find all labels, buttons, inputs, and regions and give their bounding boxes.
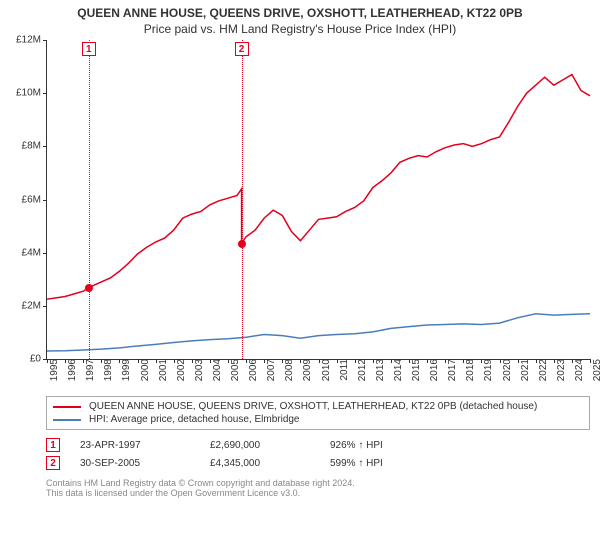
y-axis-tick <box>43 200 47 201</box>
event-guideline <box>242 40 243 359</box>
y-axis-tick <box>43 40 47 41</box>
event-marker-box: 2 <box>235 42 249 56</box>
y-axis-tick <box>43 253 47 254</box>
x-axis-label: 1997 <box>83 359 96 381</box>
y-axis-tick <box>43 146 47 147</box>
bottom-panel: QUEEN ANNE HOUSE, QUEENS DRIVE, OXSHOTT,… <box>46 396 590 498</box>
x-axis-label: 2012 <box>355 359 368 381</box>
x-axis-label: 2013 <box>373 359 386 381</box>
x-axis-label: 2025 <box>590 359 600 381</box>
x-axis-label: 2019 <box>481 359 494 381</box>
plot-area-wrap: £0£2M£4M£6M£8M£10M£12M199519961997199819… <box>46 40 590 390</box>
event-row-date: 23-APR-1997 <box>80 440 190 451</box>
x-axis-label: 2015 <box>409 359 422 381</box>
x-axis-label: 2006 <box>246 359 259 381</box>
chart-title-line1: QUEEN ANNE HOUSE, QUEENS DRIVE, OXSHOTT,… <box>0 0 600 20</box>
chart-container: QUEEN ANNE HOUSE, QUEENS DRIVE, OXSHOTT,… <box>0 0 600 560</box>
event-row-marker: 1 <box>46 438 60 452</box>
x-axis-label: 2018 <box>463 359 476 381</box>
legend-box: QUEEN ANNE HOUSE, QUEENS DRIVE, OXSHOTT,… <box>46 396 590 430</box>
x-axis-label: 2003 <box>192 359 205 381</box>
legend-swatch <box>53 419 81 421</box>
x-axis-label: 2016 <box>427 359 440 381</box>
x-axis-label: 2014 <box>391 359 404 381</box>
event-row-price: £2,690,000 <box>210 440 310 451</box>
x-axis-label: 2017 <box>445 359 458 381</box>
legend-label: QUEEN ANNE HOUSE, QUEENS DRIVE, OXSHOTT,… <box>89 401 537 412</box>
x-axis-label: 2002 <box>174 359 187 381</box>
event-guideline <box>89 40 90 359</box>
series-svg <box>47 40 590 359</box>
series-line-hpi <box>47 314 590 351</box>
legend-row: QUEEN ANNE HOUSE, QUEENS DRIVE, OXSHOTT,… <box>53 400 583 413</box>
footnote-line: Contains HM Land Registry data © Crown c… <box>46 478 590 488</box>
x-axis-label: 1995 <box>47 359 60 381</box>
x-axis-label: 2020 <box>500 359 513 381</box>
chart-title-line2: Price paid vs. HM Land Registry's House … <box>0 20 600 40</box>
legend-row: HPI: Average price, detached house, Elmb… <box>53 413 583 426</box>
x-axis-label: 2024 <box>572 359 585 381</box>
x-axis-label: 2007 <box>264 359 277 381</box>
x-axis-label: 2009 <box>300 359 313 381</box>
x-axis-label: 1998 <box>101 359 114 381</box>
x-axis-label: 1996 <box>65 359 78 381</box>
x-axis-label: 2008 <box>282 359 295 381</box>
event-row: 2 30-SEP-2005 £4,345,000 599% ↑ HPI <box>46 454 590 472</box>
legend-label: HPI: Average price, detached house, Elmb… <box>89 414 300 425</box>
event-marker-box: 1 <box>82 42 96 56</box>
events-table: 1 23-APR-1997 £2,690,000 926% ↑ HPI 2 30-SEP-… <box>46 436 590 472</box>
event-marker-dot <box>238 240 246 248</box>
y-axis-tick <box>43 93 47 94</box>
x-axis-label: 2021 <box>518 359 531 381</box>
event-marker-dot <box>85 284 93 292</box>
x-axis-label: 2005 <box>228 359 241 381</box>
x-axis-label: 1999 <box>119 359 132 381</box>
x-axis-label: 2004 <box>210 359 223 381</box>
event-row-marker: 2 <box>46 456 60 470</box>
series-line-property <box>47 75 590 300</box>
plot-area: £0£2M£4M£6M£8M£10M£12M199519961997199819… <box>46 40 590 360</box>
event-row-pct: 599% ↑ HPI <box>330 458 383 469</box>
x-axis-label: 2023 <box>554 359 567 381</box>
event-row-pct: 926% ↑ HPI <box>330 440 383 451</box>
y-axis-tick <box>43 306 47 307</box>
x-axis-label: 2022 <box>536 359 549 381</box>
legend-swatch <box>53 406 81 408</box>
footnote-line: This data is licensed under the Open Gov… <box>46 488 590 498</box>
footnote: Contains HM Land Registry data © Crown c… <box>46 478 590 498</box>
x-axis-label: 2001 <box>156 359 169 381</box>
x-axis-label: 2000 <box>138 359 151 381</box>
event-row: 1 23-APR-1997 £2,690,000 926% ↑ HPI <box>46 436 590 454</box>
event-row-price: £4,345,000 <box>210 458 310 469</box>
event-row-date: 30-SEP-2005 <box>80 458 190 469</box>
x-axis-label: 2010 <box>319 359 332 381</box>
x-axis-label: 2011 <box>337 359 350 381</box>
